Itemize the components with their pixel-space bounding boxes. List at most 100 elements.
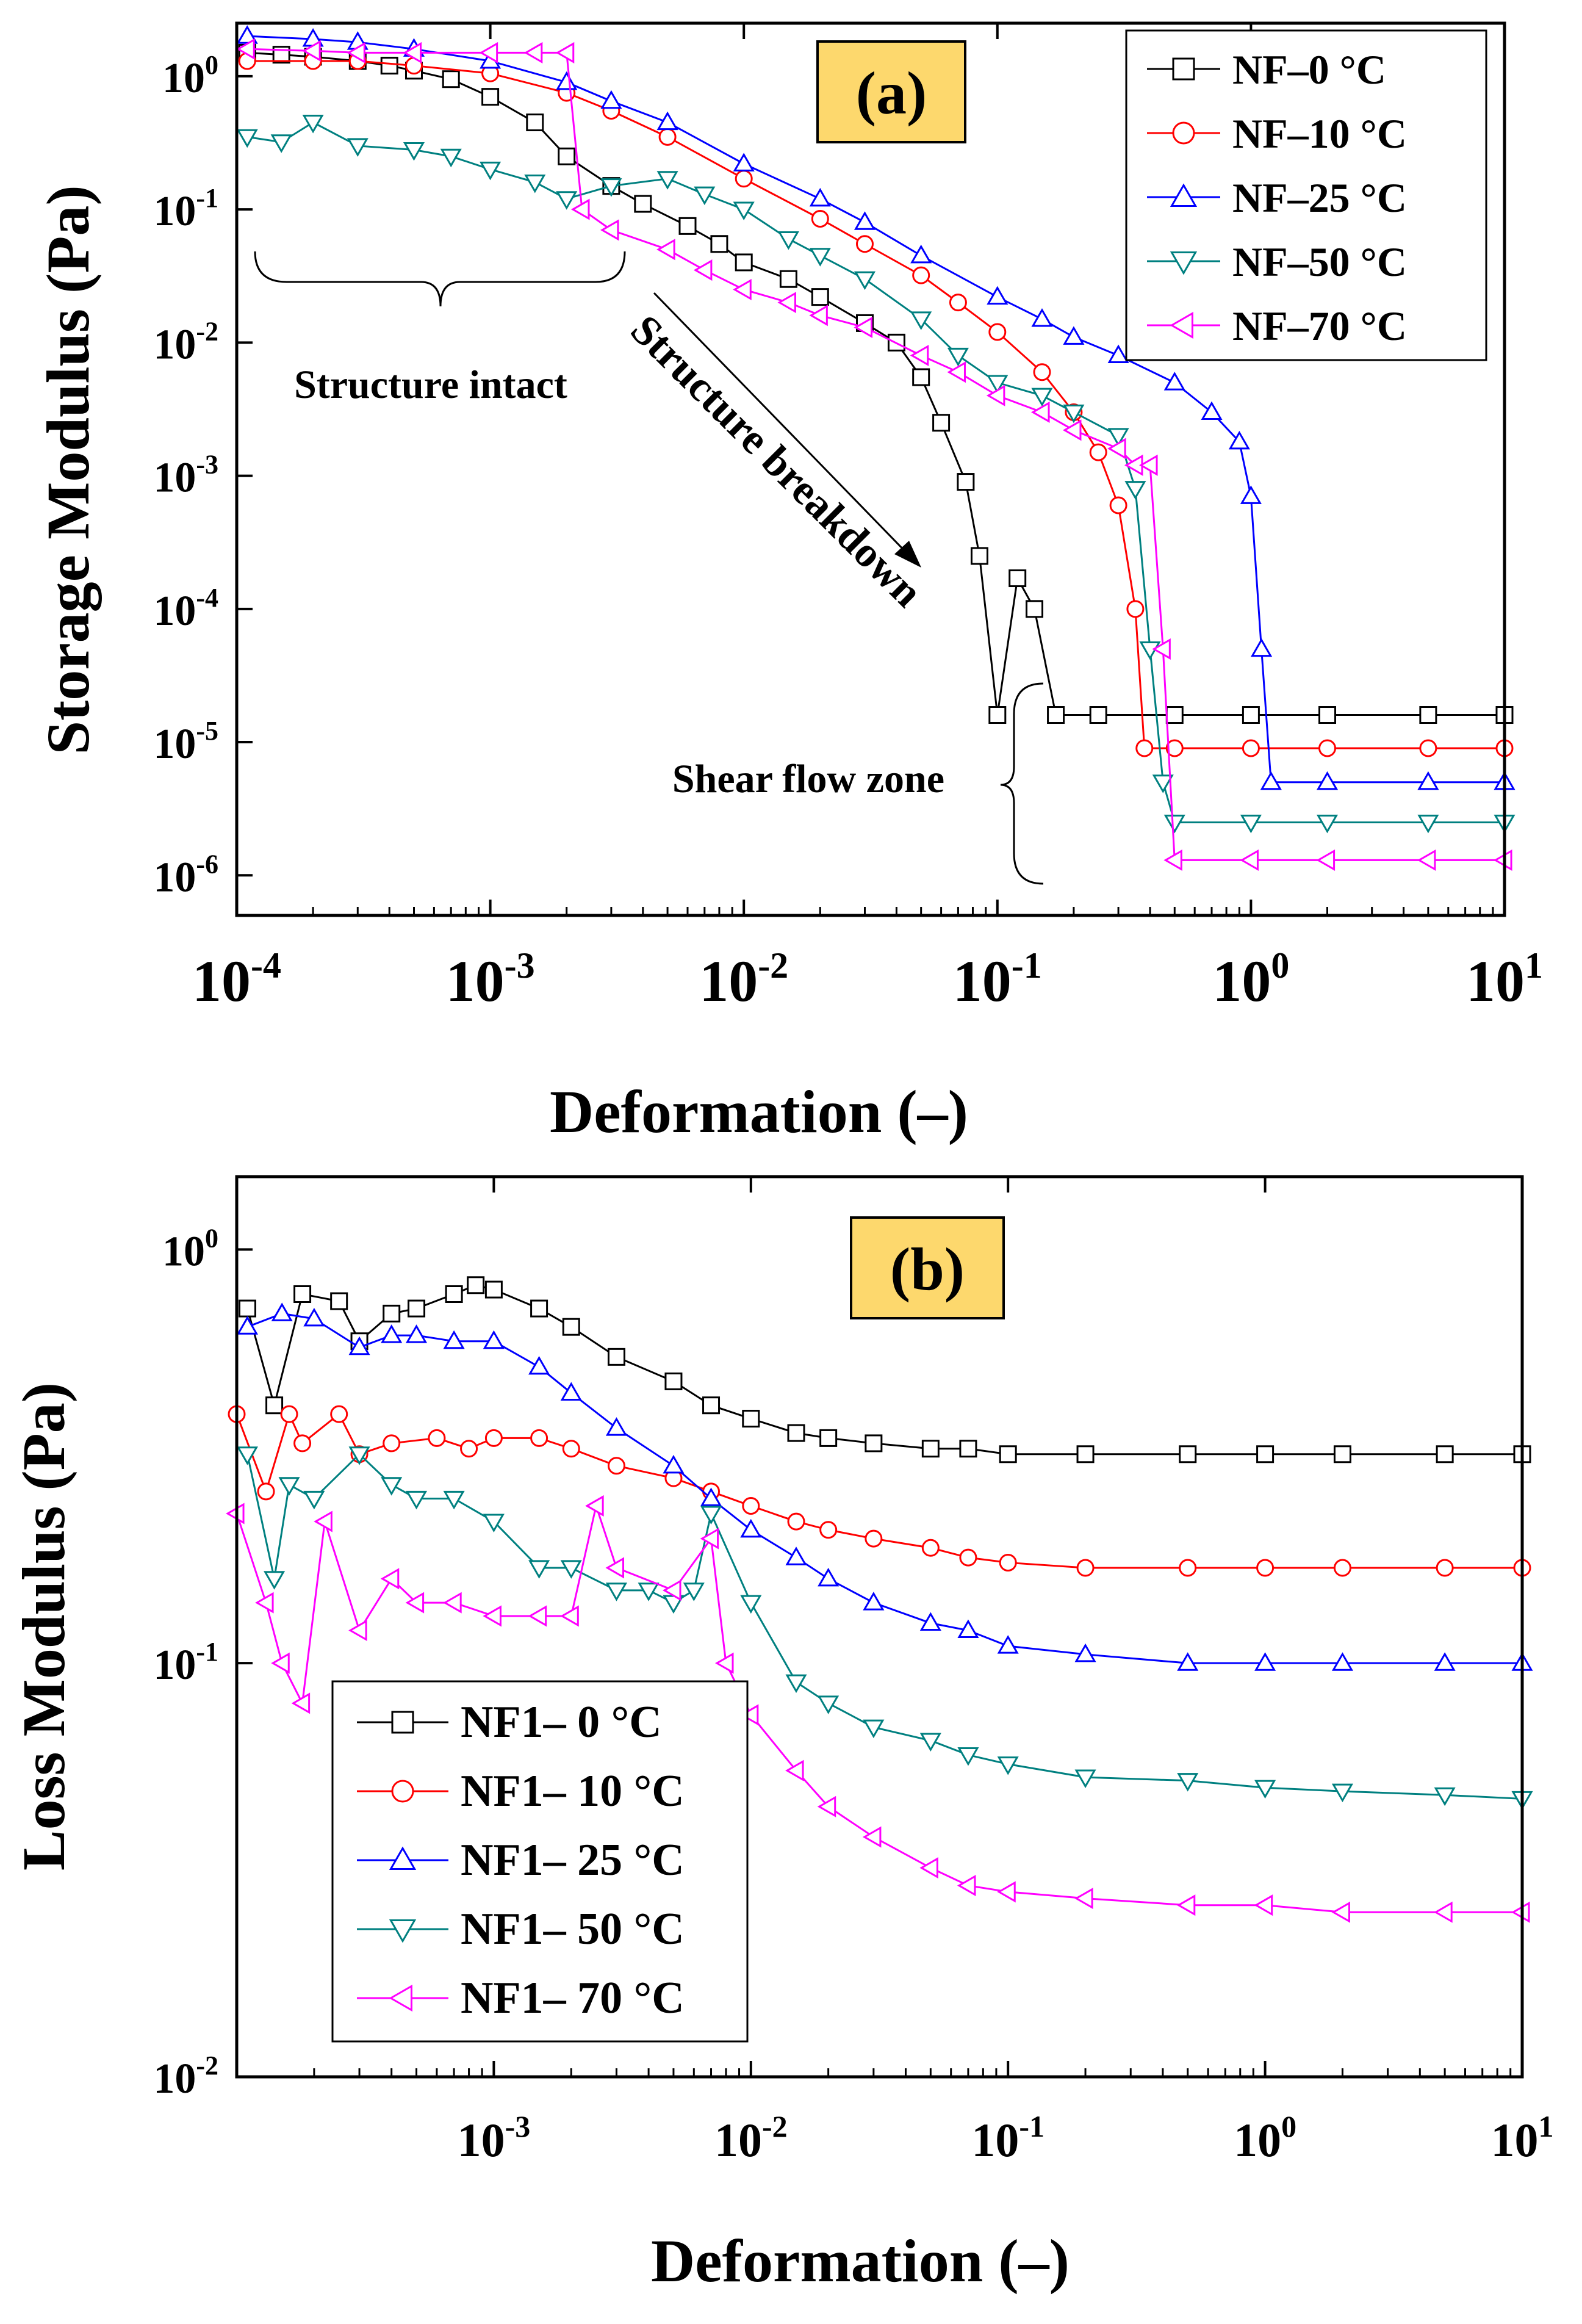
panel-a-series-4-point	[1107, 438, 1126, 460]
panel-b-series-2-point	[1177, 1652, 1199, 1671]
panel-b-series-4-point	[585, 1495, 604, 1517]
panel-b-series-1-point	[280, 1405, 298, 1423]
panel-a-series-1-point	[1242, 739, 1260, 757]
panel-a-series-3-point	[733, 201, 755, 221]
panel-b-series-0-point	[445, 1285, 463, 1303]
panel-b-series-0-point	[865, 1434, 883, 1453]
panel-b-series-1-point	[1333, 1559, 1351, 1577]
panel-a-series-3-point	[694, 186, 716, 206]
panel-a-series-0-point	[957, 473, 975, 491]
panel-b-series-2-point	[863, 1592, 885, 1611]
panel-a-legend-marker	[1170, 311, 1193, 339]
panel-b-series-3-point	[443, 1490, 465, 1510]
tick-exponent: -4	[251, 945, 281, 986]
panel-a-series-0-point	[912, 368, 930, 386]
panel-a-legend-label: NF–0 °C	[1232, 46, 1386, 93]
panel-b-legend-label: NF1– 0 °C	[461, 1697, 662, 1747]
panel-a-ticks: 10-4 10-3 10-2 10-1 100 10110010-110-210-310-…	[153, 23, 1543, 1014]
panel-b-y-tick-label: 100	[162, 1223, 218, 1275]
panel-a-series-2-point	[1107, 344, 1129, 364]
panel-a-series-3-point	[1107, 428, 1129, 447]
panel-a-series-2-point	[1228, 430, 1250, 450]
panel-a-series-4-point	[733, 278, 752, 301]
panel-b-series-1-point	[428, 1429, 446, 1447]
shear-flow-zone-brace	[1000, 682, 1044, 885]
panel-a-series-4-point	[1240, 849, 1259, 871]
panel-b-series-4-point	[348, 1619, 367, 1642]
panel-b-y-tick-label: 10-1	[153, 1637, 218, 1689]
panel-a-y-tick-label: 100	[162, 50, 218, 102]
panel-b-series-4-point	[528, 1605, 547, 1627]
panel-a-series-1-point	[1135, 739, 1154, 757]
panel-b-series-0-point	[467, 1276, 485, 1294]
panel-b-series-1-point	[865, 1529, 883, 1548]
panel-a-x-tick-label: 10-2	[699, 945, 788, 1014]
panel-a-series-4-point	[1316, 849, 1336, 871]
panel-b-series-0-point	[562, 1318, 580, 1336]
panel-a-x-tick-label: 100	[1212, 945, 1289, 1014]
panel-b-series-line-0	[246, 1284, 1522, 1456]
panel-b-series-4-point	[314, 1510, 333, 1532]
panel-a-y-tick-label: 10-2	[153, 316, 218, 368]
panel-b-series-3-point	[863, 1719, 885, 1739]
tick-exponent: 1	[1525, 945, 1543, 986]
panel-a-series-4-point	[1152, 638, 1171, 660]
panel-a-series-4-point	[1163, 849, 1182, 871]
panel-b-series-0-point	[607, 1348, 625, 1366]
panel-b-series-line-4	[236, 1502, 1522, 1913]
panel-b-series-0-point	[293, 1285, 312, 1303]
panel-a-series-3-point	[524, 174, 546, 193]
panel-a-series-4-point	[1417, 849, 1436, 871]
panel-a-series-0-point	[1047, 706, 1065, 724]
panel-b-series-3-point	[264, 1571, 286, 1590]
panel-a-x-tick-label: 10-1	[953, 945, 1042, 1014]
panel-a-series-1-point	[855, 235, 874, 253]
panel-b-series-2-point	[997, 1635, 1019, 1654]
panel-b-x-axis-title: Deformation (–)	[651, 2227, 1070, 2295]
panel-a-legend-label: NF–10 °C	[1232, 110, 1407, 157]
panel-a-series-1-point	[912, 266, 930, 284]
panel-b-series-4-point	[605, 1557, 625, 1579]
panel-a-series-0-point	[1318, 706, 1337, 724]
panel-a-series-2-point	[1251, 638, 1273, 657]
tick-base: 10	[971, 2113, 1019, 2167]
tick-base: 10	[1491, 2113, 1539, 2167]
tick-base: 10	[153, 2055, 196, 2102]
panel-b-series-1-point	[742, 1496, 760, 1515]
tick-exponent: -2	[196, 316, 218, 346]
tick-exponent: 0	[205, 50, 218, 80]
panel-a-series-1-point	[658, 128, 677, 146]
panel-b-series-4-point	[785, 1759, 804, 1781]
panel-a-series-3-point	[480, 161, 502, 181]
panel-a-series-4-point	[1139, 454, 1158, 476]
panel-b-series-3-point	[236, 1446, 258, 1465]
panel-a-y-tick-label: 10-1	[153, 183, 218, 235]
panel-a-series-0-point	[811, 288, 829, 306]
panel-b-series-4-point	[1074, 1888, 1093, 1910]
panel-a-series-0-point	[1165, 706, 1184, 724]
panel-b-series-4-point	[443, 1592, 462, 1614]
panel-a-series-4-point	[523, 42, 543, 63]
panel-b-series-2-point	[560, 1382, 582, 1401]
tick-exponent: -1	[1012, 945, 1042, 986]
structure-intact-brace	[254, 251, 626, 307]
panel-b-series-2-point	[1331, 1652, 1353, 1671]
panel-b-series-2-point	[605, 1417, 628, 1436]
panel-a-series-3-point	[987, 375, 1009, 394]
panel-b-label: (b)	[890, 1235, 965, 1303]
panel-a-series-1-point	[1089, 443, 1107, 461]
panel-a-plot-frame	[235, 21, 1506, 917]
panel-a-series-3-point	[1417, 814, 1439, 834]
panel-b-label-box	[850, 1216, 1005, 1319]
panel-a-y-tick-label: 10-3	[153, 450, 218, 502]
panel-a-legend-marker	[1172, 57, 1195, 81]
panel-b-series-3-point	[638, 1582, 660, 1601]
panel-a-series-3-point	[1063, 404, 1085, 424]
tick-exponent: -2	[196, 2051, 218, 2080]
panel-b-series-3-point	[740, 1595, 762, 1614]
panel-a-series-1-point	[1033, 363, 1051, 381]
panel-b-legend-label: NF1– 70 °C	[461, 1973, 685, 2023]
panel-a-series-2-point	[556, 71, 578, 90]
panel-a-series-0-point	[710, 235, 728, 253]
